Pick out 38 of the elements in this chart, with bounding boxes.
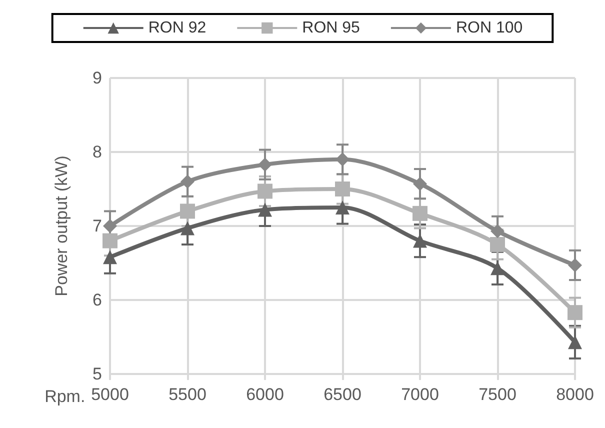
- point: [258, 158, 272, 172]
- point: [180, 221, 194, 236]
- point: [490, 261, 504, 276]
- y-axis-title: Power output (kW): [52, 156, 71, 296]
- point: [180, 204, 195, 219]
- x-tick-label: 6500: [324, 385, 362, 404]
- point: [258, 202, 272, 217]
- point: [568, 258, 582, 272]
- point: [412, 206, 428, 221]
- point: [103, 219, 117, 233]
- y-tick-label: 9: [92, 68, 102, 88]
- point: [568, 335, 582, 350]
- x-axis-title: Rpm.: [44, 387, 86, 406]
- legend-label: RON 92: [148, 20, 206, 36]
- legend-label: RON 95: [302, 20, 360, 36]
- x-tick-label: 6000: [246, 385, 284, 404]
- x-tick-label: 7500: [478, 385, 516, 404]
- y-tick-label: 5: [92, 364, 102, 384]
- point: [490, 224, 504, 238]
- point: [336, 152, 350, 166]
- x-tick-label: 8000: [556, 385, 594, 404]
- x-tick-label: 7000: [401, 385, 439, 404]
- point: [103, 250, 117, 264]
- point: [180, 174, 194, 189]
- y-tick-label: 8: [92, 142, 102, 162]
- point: [490, 237, 505, 252]
- y-tick-label: 7: [92, 216, 102, 236]
- point: [102, 233, 118, 248]
- point: [568, 305, 582, 320]
- point: [336, 200, 350, 214]
- point: [335, 182, 350, 196]
- point: [413, 234, 427, 248]
- point: [413, 176, 427, 191]
- y-tick-label: 6: [92, 290, 102, 310]
- x-tick-label: 5000: [91, 385, 129, 404]
- point: [258, 184, 272, 199]
- x-tick-label: 5500: [168, 385, 206, 404]
- legend-label: RON 100: [456, 20, 523, 36]
